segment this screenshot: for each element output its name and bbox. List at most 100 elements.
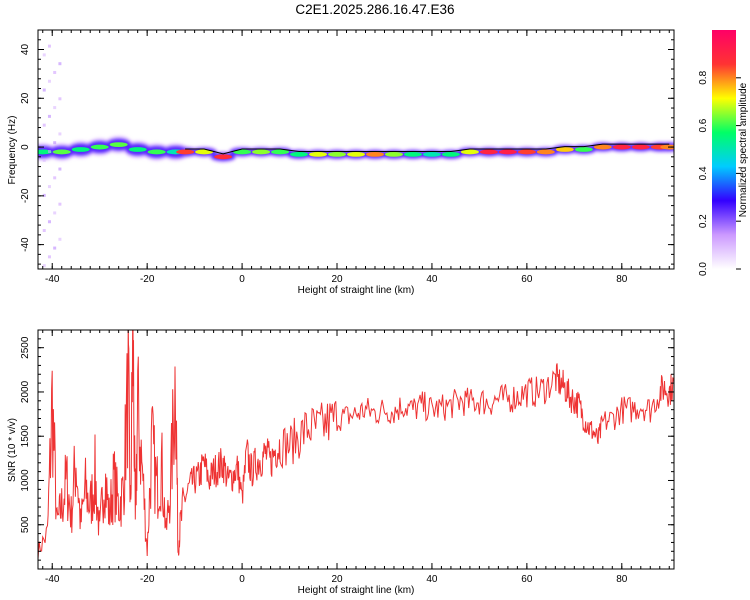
spectrogram-cell bbox=[252, 149, 271, 155]
colorbar-tick-label: 0.6 bbox=[698, 118, 709, 132]
snr-series-line bbox=[38, 330, 674, 560]
spectrogram-speckle bbox=[58, 167, 62, 171]
x-tick-label: 0 bbox=[239, 274, 245, 285]
spectrogram-cell bbox=[290, 151, 309, 157]
y-tick-label: 0 bbox=[20, 144, 31, 150]
colorbar-tick-label: 0.4 bbox=[698, 166, 709, 180]
spectrogram-speckle bbox=[42, 123, 46, 127]
y-tick-label: 2500 bbox=[20, 336, 31, 359]
colorbar-ticks: 0.0 0.2 0.4 0.6 0.8 bbox=[698, 70, 741, 276]
spectrogram-cell bbox=[271, 149, 290, 155]
spectrogram-speckle bbox=[58, 237, 62, 241]
spectrogram-cell bbox=[384, 151, 403, 157]
spectrogram-speckle bbox=[53, 176, 57, 180]
spectrogram-track-line bbox=[185, 143, 670, 155]
spectrogram-speckle bbox=[47, 185, 51, 189]
spectrogram-cell bbox=[441, 151, 460, 157]
spectrogram-panel: -40 -20 0 20 40 60 80 -40 -20 0 20 40 Height of str… bbox=[7, 29, 675, 296]
spectrogram-cell bbox=[498, 149, 517, 155]
spectrogram-speckle bbox=[42, 158, 46, 162]
x-tick-label: 0 bbox=[239, 574, 245, 585]
spectrogram-cell bbox=[233, 149, 252, 155]
spectrogram-cell bbox=[631, 144, 650, 150]
spectrogram-cell bbox=[536, 149, 555, 155]
spectrogram-cell bbox=[422, 151, 441, 157]
y-tick-label: 2000 bbox=[20, 380, 31, 403]
spectrogram-ylabel: Frequency (Hz) bbox=[7, 116, 18, 185]
x-tick-label: 60 bbox=[521, 274, 533, 285]
x-tick-label: 80 bbox=[616, 574, 628, 585]
y-tick-label: 1000 bbox=[20, 469, 31, 492]
spectrogram-cell bbox=[403, 151, 422, 157]
spectrogram-speckle bbox=[47, 220, 51, 224]
x-tick-label: 20 bbox=[331, 574, 343, 585]
colorbar-tick-label: 0.8 bbox=[698, 70, 709, 84]
y-tick-label: -40 bbox=[20, 237, 31, 252]
colorbar-tick-label: 0.0 bbox=[698, 262, 709, 276]
snr-ticks: -40 -20 0 20 40 60 80 500 1000 1500 2000 2500 bbox=[20, 329, 674, 585]
snr-panel: -40 -20 0 20 40 60 80 500 1000 1500 2000 2500 Heigh… bbox=[7, 329, 675, 596]
spectrogram-cell bbox=[176, 149, 195, 155]
spectrogram-speckle bbox=[42, 88, 46, 92]
x-tick-label: -20 bbox=[140, 274, 155, 285]
spectrogram-speckle bbox=[42, 53, 46, 57]
spectrogram-cell bbox=[660, 144, 674, 150]
spectrogram-speckle bbox=[53, 211, 57, 215]
spectrogram-cell bbox=[555, 147, 574, 152]
spectrogram-speckle bbox=[58, 132, 62, 136]
x-tick-label: 40 bbox=[426, 274, 438, 285]
spectrogram-cell bbox=[90, 144, 109, 150]
spectrogram-speckle bbox=[58, 62, 62, 66]
spectrogram-speckle bbox=[47, 114, 51, 118]
colorbar-tick-label: 0.2 bbox=[698, 214, 709, 228]
x-tick-label: 80 bbox=[616, 274, 628, 285]
spectrogram-speckle bbox=[42, 264, 46, 268]
x-tick-label: -20 bbox=[140, 574, 155, 585]
spectrogram-cell bbox=[309, 151, 328, 157]
y-tick-label: 20 bbox=[20, 92, 31, 104]
spectrogram-marks bbox=[38, 44, 674, 268]
spectrogram-speckle bbox=[47, 44, 51, 48]
spectrogram-cell bbox=[365, 151, 384, 157]
chart-title: C2E1.2025.286.16.47.E36 bbox=[295, 2, 455, 17]
spectrogram-cell bbox=[52, 149, 71, 155]
spectrogram-cell bbox=[147, 149, 166, 155]
spectrogram-cell bbox=[612, 144, 631, 150]
y-tick-label: 500 bbox=[20, 516, 31, 533]
y-tick-label: 40 bbox=[20, 44, 31, 56]
colorbar-scale bbox=[712, 30, 736, 269]
spectrogram-speckle bbox=[53, 246, 57, 250]
spectrogram-speckle bbox=[42, 193, 46, 197]
snr-xlabel: Height of straight line (km) bbox=[298, 585, 415, 596]
spectrogram-cell bbox=[195, 149, 214, 155]
x-tick-label: -40 bbox=[45, 274, 60, 285]
snr-ylabel: SNR (10 * v/v) bbox=[7, 418, 18, 482]
spectrogram-xlabel: Height of straight line (km) bbox=[298, 285, 415, 296]
colorbar-label: Normalized spectral amplitude bbox=[738, 82, 749, 217]
spectrogram-cell bbox=[214, 154, 233, 160]
spectrogram-speckle bbox=[42, 229, 46, 233]
spectrogram-speckle bbox=[47, 255, 51, 259]
spectrogram-cell bbox=[479, 149, 498, 155]
y-tick-label: -20 bbox=[20, 188, 31, 203]
spectrogram-ticks: -40 -20 0 20 40 60 80 -40 -20 0 20 40 bbox=[20, 29, 674, 285]
spectrogram-speckle bbox=[53, 70, 57, 74]
spectrogram-speckle bbox=[53, 141, 57, 145]
spectrogram-cell bbox=[109, 142, 128, 148]
spectrogram-cell bbox=[328, 151, 347, 157]
spectrogram-speckle bbox=[53, 106, 57, 110]
colorbar: 0.0 0.2 0.4 0.6 0.8 Normalized spectral ampl… bbox=[698, 30, 749, 276]
x-tick-label: 60 bbox=[521, 574, 533, 585]
spectrogram-cell bbox=[517, 149, 536, 155]
spectrogram-cell bbox=[574, 147, 593, 152]
spectrogram-speckle bbox=[58, 97, 62, 101]
spectrogram-speckle bbox=[58, 202, 62, 206]
spectrogram-speckle bbox=[47, 79, 51, 83]
spectrogram-cell bbox=[347, 151, 365, 157]
spectrogram-cell bbox=[128, 147, 147, 152]
spectrogram-cell bbox=[460, 149, 479, 155]
x-tick-label: 40 bbox=[426, 574, 438, 585]
spectrogram-speckle bbox=[47, 149, 51, 153]
spectrogram-cell bbox=[593, 144, 612, 150]
